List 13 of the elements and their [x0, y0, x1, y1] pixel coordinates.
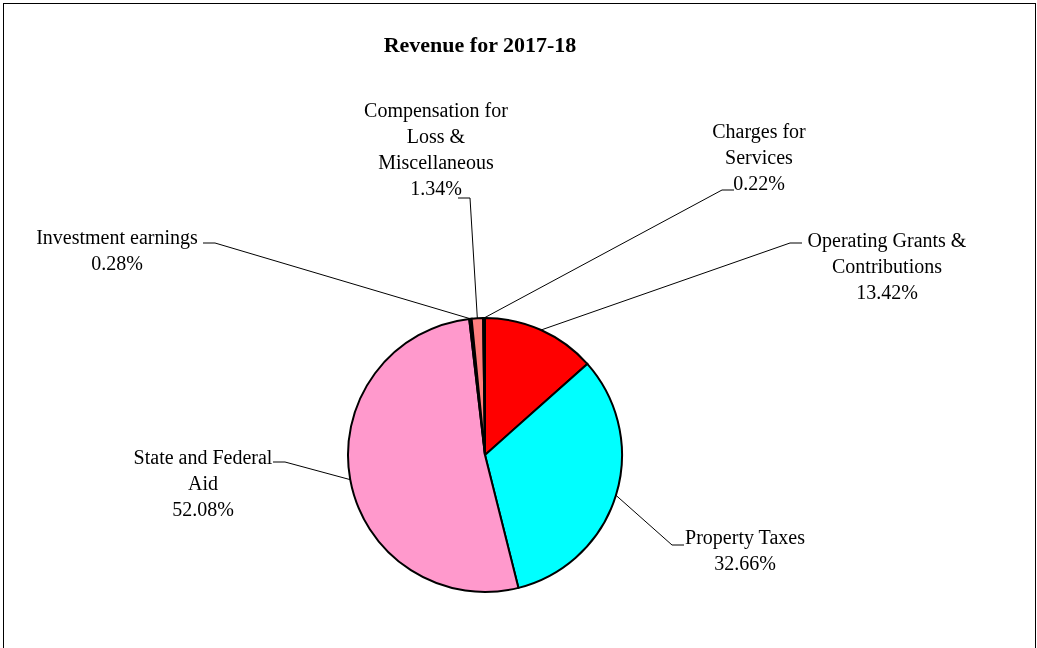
slice-label: Charges for Services	[712, 120, 807, 168]
slice-label: Property Taxes	[685, 526, 806, 549]
data-label: 0.22%	[733, 172, 785, 194]
slice-label: Compensation for Loss & Miscellaneous	[364, 99, 509, 173]
slice-label: Investment earnings	[36, 226, 199, 249]
data-label: 52.08%	[172, 498, 234, 520]
data-label: 13.42%	[856, 281, 918, 303]
chart-title: Revenue for 2017-18	[382, 32, 578, 58]
data-label: 32.66%	[714, 552, 776, 574]
data-label: 0.28%	[91, 252, 143, 274]
slice-label: State and Federal Aid	[133, 446, 273, 494]
data-label: 1.34%	[410, 177, 462, 199]
slice-label: Operating Grants & Contributions	[807, 229, 967, 277]
